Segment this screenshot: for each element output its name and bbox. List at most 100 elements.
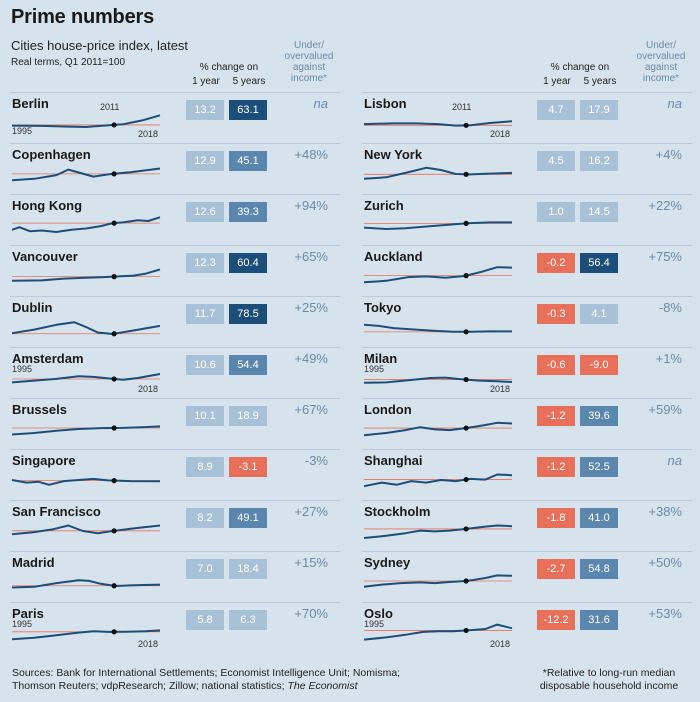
city-row: London -1.2 39.6 +59% [352,398,692,449]
valuation: +27% [294,504,328,519]
chart-title: Prime numbers [11,6,155,28]
price-line [11,477,161,486]
one-year-change: 8.9 [186,457,224,477]
valuation: +65% [294,249,328,264]
row-separator [10,296,340,297]
one-year-change: -1.2 [537,457,575,477]
income-footnote: *Relative to long-run median disposable … [520,667,698,693]
sparkline [363,376,513,384]
city-name: Amsterdam [12,351,84,366]
one-year-change: -1.8 [537,508,575,528]
city-row: Singapore 8.9 -3.1 -3% [0,449,340,500]
marker-2011 [463,476,469,483]
one-year-change: 4.7 [537,100,575,120]
valuation: +48% [294,147,328,162]
valuation: +75% [648,249,682,264]
header-pct-change-left: % change on [199,62,259,73]
axis-label-mid: 2011 [100,102,120,112]
one-year-change: -1.2 [537,406,575,426]
marker-2011 [111,171,117,177]
marker-2011 [111,478,117,484]
city-row: Lisbon 2011 2018 4.7 17.9 na [352,92,692,143]
sparkline [363,166,513,180]
row-separator [10,500,340,501]
city-row: Madrid 7.0 18.4 +15% [0,551,340,602]
one-year-change: 10.1 [186,406,224,426]
one-year-change: 11.7 [186,304,224,324]
valuation: +49% [294,351,328,366]
axis-label-end: 2018 [138,129,159,139]
city-name: Paris [12,606,44,621]
marker-2011 [111,629,117,635]
five-year-change: 78.5 [229,304,267,324]
axis-label-start: 1995 [12,619,33,629]
marker-2011 [111,583,117,589]
price-line [11,114,161,128]
price-line [11,373,161,384]
five-year-change: 6.3 [229,610,267,630]
valuation: -3% [304,453,328,468]
header-under-over-left: Under/ overvalued against income* [278,40,340,84]
five-year-change: 4.1 [580,304,618,324]
marker-2011 [111,220,117,226]
five-year-change: 39.6 [580,406,618,426]
axis-label-mid: 2011 [452,102,472,112]
valuation: +53% [648,606,682,621]
row-separator [10,551,340,552]
one-year-change: 7.0 [186,559,224,579]
sparkline [363,220,512,230]
marker-2011 [463,376,469,383]
sparkline [11,268,161,282]
valuation: +50% [648,555,682,570]
axis-label-end: 2018 [138,639,159,649]
one-year-change: 12.3 [186,253,224,273]
marker-2011 [463,425,469,431]
price-line [11,268,161,282]
city-name: Dublin [12,300,53,315]
price-line [363,266,513,284]
row-separator [10,398,340,399]
price-line [363,221,512,230]
city-name: Zurich [364,198,404,213]
five-year-change: -3.1 [229,457,267,477]
header-5years-left: 5 years [232,76,266,87]
valuation: +94% [294,198,328,213]
one-year-change: -0.6 [537,355,575,375]
marker-2011 [463,171,469,177]
sources-footnote: Sources: Bank for International Settleme… [12,667,400,693]
marker-2011 [463,526,469,532]
city-row: Oslo 1995 2018 -12.2 31.6 +53% [352,602,692,653]
valuation: +59% [648,402,682,417]
city-name: Auckland [364,249,423,264]
row-separator [362,245,692,246]
five-year-change: 16.2 [580,151,618,171]
sparkline [363,323,512,335]
city-row: San Francisco 8.2 49.1 +27% [0,500,340,551]
city-row: Berlin 1995 2011 2018 13.2 63.1 na [0,92,340,143]
valuation: na [313,96,328,111]
row-separator [362,398,692,399]
price-line [11,524,161,536]
sparkline [11,579,161,589]
city-name: Hong Kong [12,198,83,213]
marker-2011 [111,376,117,382]
valuation: na [667,96,682,111]
row-separator [362,500,692,501]
city-row: Vancouver 12.3 60.4 +65% [0,245,340,296]
valuation: na [667,453,682,468]
header-1year-left: 1 year [192,76,220,87]
marker-2011 [111,122,117,128]
one-year-change: 5.8 [186,610,224,630]
price-line [363,574,513,588]
sources-line1: Sources: Bank for International Settleme… [12,667,401,679]
header-under-line4: income* [642,73,680,84]
marker-2011 [463,273,469,279]
one-year-change: 12.9 [186,151,224,171]
one-year-change: -0.3 [537,304,575,324]
price-line [11,216,161,233]
city-row: Sydney -2.7 54.8 +50% [352,551,692,602]
price-line [11,167,161,182]
one-year-change: 1.0 [537,202,575,222]
header-under-line3: against [644,62,678,73]
row-separator [362,143,692,144]
